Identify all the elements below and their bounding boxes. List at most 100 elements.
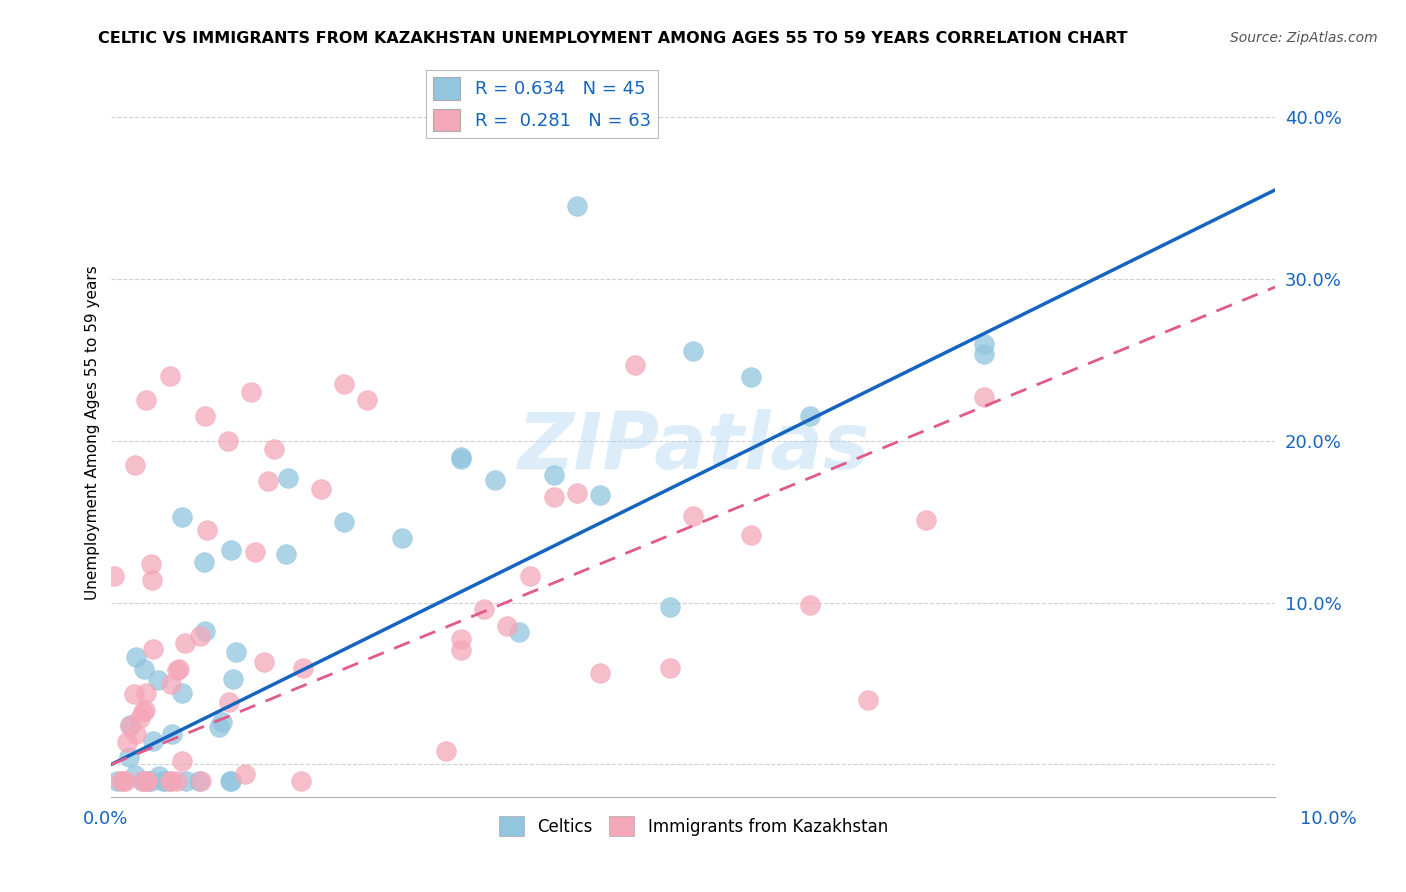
Text: 0.0%: 0.0% bbox=[83, 810, 128, 828]
Point bbox=[148, 769, 170, 783]
Point bbox=[436, 744, 458, 758]
Point bbox=[543, 468, 565, 483]
Point bbox=[391, 531, 413, 545]
Point bbox=[159, 773, 181, 788]
Point bbox=[110, 773, 132, 788]
Point bbox=[799, 599, 821, 613]
Point bbox=[589, 665, 612, 680]
Point bbox=[263, 442, 285, 456]
Point bbox=[245, 544, 267, 558]
Point bbox=[120, 718, 142, 732]
Point bbox=[142, 734, 165, 748]
Point bbox=[152, 773, 174, 788]
Point bbox=[122, 688, 145, 702]
Point bbox=[240, 385, 263, 400]
Point bbox=[124, 650, 146, 665]
Point bbox=[170, 509, 193, 524]
Point bbox=[124, 458, 146, 472]
Point bbox=[682, 343, 704, 358]
Point bbox=[290, 773, 312, 788]
Point bbox=[277, 471, 299, 485]
Point bbox=[589, 488, 612, 502]
Point bbox=[142, 641, 165, 656]
Point bbox=[136, 773, 159, 788]
Point bbox=[565, 199, 588, 213]
Point bbox=[160, 677, 183, 691]
Point bbox=[274, 547, 297, 561]
Point bbox=[309, 482, 332, 496]
Point bbox=[218, 773, 240, 788]
Point bbox=[132, 706, 155, 720]
Point bbox=[740, 528, 762, 542]
Point bbox=[135, 686, 157, 700]
Point bbox=[218, 695, 240, 709]
Text: CELTIC VS IMMIGRANTS FROM KAZAKHSTAN UNEMPLOYMENT AMONG AGES 55 TO 59 YEARS CORR: CELTIC VS IMMIGRANTS FROM KAZAKHSTAN UNE… bbox=[98, 31, 1128, 46]
Point bbox=[659, 661, 682, 675]
Point bbox=[166, 663, 188, 677]
Point bbox=[188, 773, 211, 788]
Point bbox=[659, 599, 682, 614]
Point bbox=[484, 473, 506, 487]
Point bbox=[111, 773, 134, 788]
Point bbox=[292, 661, 315, 675]
Point bbox=[115, 735, 138, 749]
Point bbox=[221, 773, 243, 788]
Point bbox=[139, 557, 162, 571]
Point bbox=[153, 773, 176, 788]
Point bbox=[139, 773, 162, 788]
Point bbox=[217, 434, 239, 448]
Point bbox=[167, 662, 190, 676]
Point bbox=[624, 358, 647, 372]
Point bbox=[508, 625, 530, 640]
Point bbox=[124, 727, 146, 741]
Point bbox=[136, 773, 159, 788]
Point bbox=[170, 686, 193, 700]
Point bbox=[132, 662, 155, 676]
Point bbox=[543, 491, 565, 505]
Point bbox=[225, 645, 247, 659]
Point bbox=[219, 543, 242, 558]
Point bbox=[190, 773, 212, 788]
Point bbox=[105, 773, 128, 788]
Text: 10.0%: 10.0% bbox=[1301, 810, 1357, 828]
Point bbox=[682, 509, 704, 524]
Point bbox=[114, 773, 136, 788]
Point bbox=[170, 754, 193, 768]
Y-axis label: Unemployment Among Ages 55 to 59 years: Unemployment Among Ages 55 to 59 years bbox=[86, 265, 100, 600]
Point bbox=[973, 347, 995, 361]
Point bbox=[257, 474, 280, 488]
Point bbox=[135, 393, 157, 408]
Point bbox=[208, 720, 231, 734]
Point bbox=[740, 369, 762, 384]
Point bbox=[356, 393, 378, 408]
Point bbox=[162, 727, 184, 741]
Text: ZIPatlas: ZIPatlas bbox=[517, 409, 869, 485]
Point bbox=[856, 692, 879, 706]
Point bbox=[124, 768, 146, 782]
Point bbox=[973, 336, 995, 351]
Point bbox=[134, 703, 156, 717]
Point bbox=[450, 632, 472, 646]
Point bbox=[131, 773, 153, 788]
Point bbox=[519, 569, 541, 583]
Point bbox=[333, 377, 356, 392]
Legend: R = 0.634   N = 45, R =  0.281   N = 63: R = 0.634 N = 45, R = 0.281 N = 63 bbox=[426, 70, 658, 137]
Point bbox=[141, 574, 163, 588]
Point bbox=[146, 673, 169, 688]
Point bbox=[253, 656, 276, 670]
Point bbox=[915, 513, 938, 527]
Point bbox=[565, 485, 588, 500]
Point bbox=[193, 409, 215, 424]
Point bbox=[193, 555, 215, 569]
Point bbox=[174, 773, 197, 788]
Point bbox=[160, 773, 183, 788]
Point bbox=[120, 719, 142, 733]
Point bbox=[159, 369, 181, 384]
Point bbox=[103, 569, 125, 583]
Point bbox=[136, 773, 159, 788]
Point bbox=[194, 624, 217, 638]
Point bbox=[188, 629, 211, 643]
Point bbox=[799, 409, 821, 423]
Point bbox=[128, 711, 150, 725]
Point bbox=[472, 602, 495, 616]
